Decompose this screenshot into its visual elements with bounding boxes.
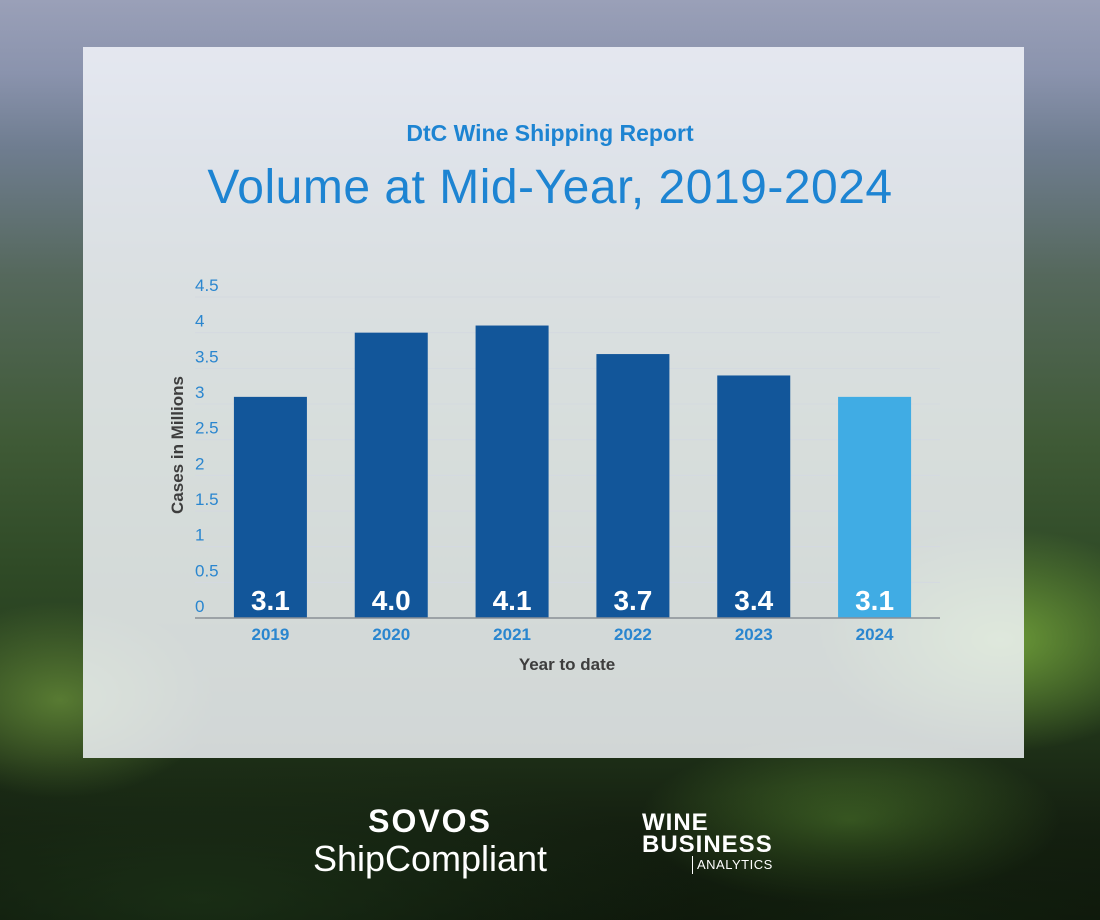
y-tick-label: 2.5 bbox=[195, 419, 219, 438]
x-tick-label: 2020 bbox=[372, 625, 410, 644]
y-tick-label: 0.5 bbox=[195, 561, 219, 580]
x-tick-label: 2021 bbox=[493, 625, 531, 644]
x-axis-title: Year to date bbox=[519, 655, 615, 674]
bar-2023 bbox=[717, 375, 790, 618]
x-tick-label: 2022 bbox=[614, 625, 652, 644]
x-tick-label: 2023 bbox=[735, 625, 773, 644]
y-tick-label: 1 bbox=[195, 526, 204, 545]
y-tick-label: 3 bbox=[195, 383, 204, 402]
y-tick-label: 3.5 bbox=[195, 347, 219, 366]
wine-business-analytics-logo: WINE BUSINESS ANALYTICS bbox=[642, 812, 773, 874]
y-axis-title: Cases in Millions bbox=[168, 376, 187, 514]
y-tick-label: 4.5 bbox=[195, 276, 219, 295]
shipcompliant-logo: ShipCompliant bbox=[280, 838, 580, 880]
x-tick-label: 2019 bbox=[252, 625, 290, 644]
y-tick-label: 0 bbox=[195, 597, 204, 616]
y-tick-label: 1.5 bbox=[195, 490, 219, 509]
data-label: 3.1 bbox=[251, 585, 290, 616]
data-label: 3.1 bbox=[855, 585, 894, 616]
data-label: 4.0 bbox=[372, 585, 411, 616]
bar-chart: 0 0.5 1 1.5 2 2.5 3 3.5 4 4.5 3.1 2019 4.0 2020 4.1 202… bbox=[0, 0, 1100, 920]
logo-analytics-text: ANALYTICS bbox=[692, 856, 773, 874]
logo-business-text: BUSINESS bbox=[642, 834, 773, 856]
sovos-logo: SOVOS bbox=[300, 803, 560, 840]
y-tick-label: 4 bbox=[195, 312, 204, 331]
data-label: 4.1 bbox=[493, 585, 532, 616]
x-tick-label: 2024 bbox=[856, 625, 894, 644]
data-label: 3.7 bbox=[613, 585, 652, 616]
bar-2020 bbox=[355, 333, 428, 618]
bar-2022 bbox=[596, 354, 669, 618]
y-tick-label: 2 bbox=[195, 454, 204, 473]
data-label: 3.4 bbox=[734, 585, 773, 616]
bar-2021 bbox=[476, 326, 549, 618]
